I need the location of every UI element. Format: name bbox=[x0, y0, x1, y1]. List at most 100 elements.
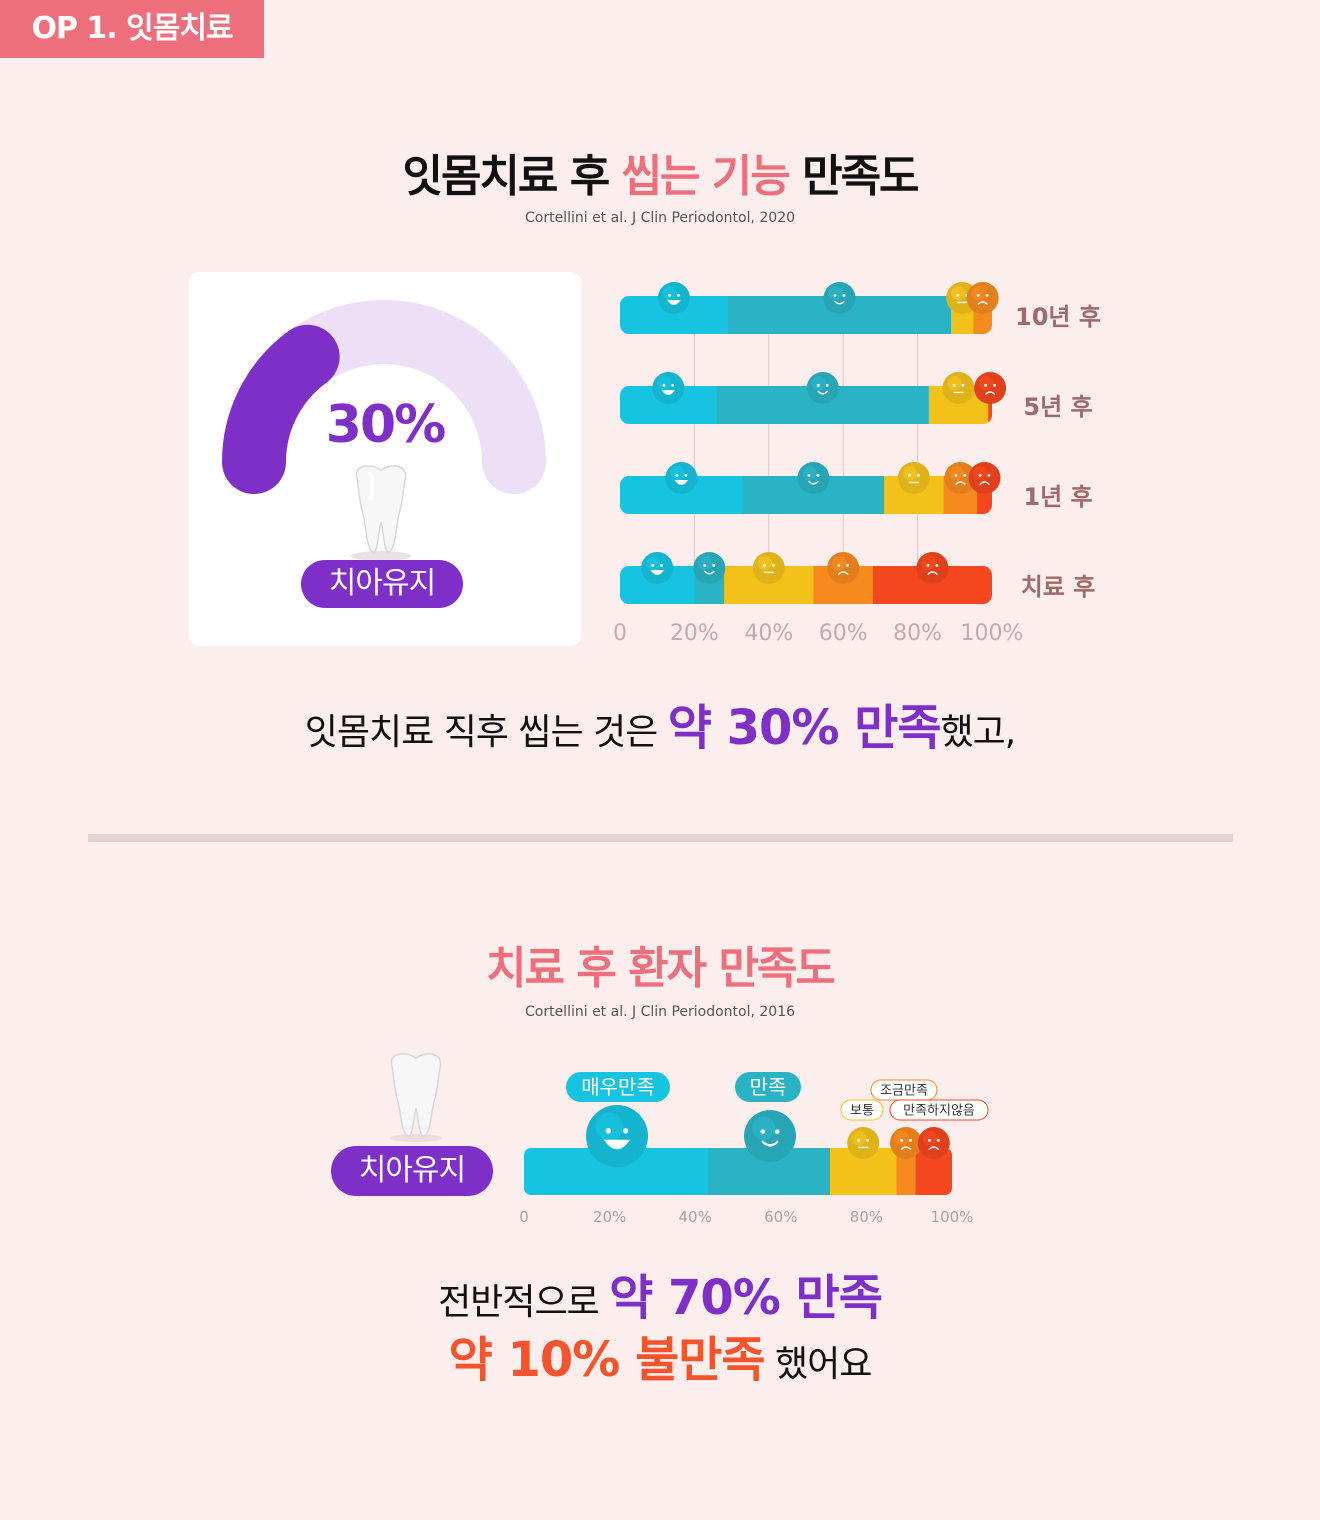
face-icon-neutral-eye-left bbox=[908, 473, 911, 477]
face-icon-slightly_dissatisfied-mouth bbox=[900, 1146, 912, 1150]
x-tick-label: 40% bbox=[744, 621, 793, 646]
bar-segment-dissatisfied bbox=[988, 386, 992, 424]
face-icon-dissatisfied bbox=[917, 1127, 950, 1159]
face-icon-neutral-shine bbox=[851, 1131, 867, 1146]
face-icon-satisfied-eye-right bbox=[774, 1129, 780, 1134]
section1-title-post: 만족도 bbox=[788, 151, 919, 202]
section2-summary-line2: 약 10% 불만족 했어요 bbox=[0, 1320, 1320, 1390]
legend-label-satisfied: 만족 bbox=[750, 1075, 787, 1099]
face-icon-neutral-eye-left bbox=[762, 563, 766, 567]
face-icon-very_satisfied-eye-right bbox=[684, 473, 688, 477]
section-tag: OP 1. 잇몸치료 bbox=[0, 0, 264, 58]
legend-label-dissatisfied: 만족하지않음 bbox=[903, 1104, 975, 1119]
face-icon-slightly_dissatisfied-shine bbox=[971, 286, 986, 301]
section1-summary-post: 했고, bbox=[940, 712, 1017, 753]
legend-label-bg-satisfied bbox=[735, 1072, 801, 1102]
face-icon-very_satisfied-shine bbox=[657, 376, 672, 391]
section1-title-highlight: 씹는 기능 bbox=[621, 151, 791, 202]
face-icon-very_satisfied-eye-right bbox=[671, 383, 675, 387]
section2-summary-line1: 전반적으로 약 70% 만족 bbox=[0, 1258, 1320, 1328]
section1-summary-pre: 잇몸치료 직후 씹는 것은 bbox=[304, 712, 668, 753]
face-icon-slightly_dissatisfied-mouth bbox=[977, 301, 988, 305]
face-icon-dissatisfied bbox=[968, 462, 1001, 494]
tooth-icon bbox=[351, 465, 411, 561]
x-tick-label: 60% bbox=[819, 621, 868, 646]
face-icon-satisfied-shine bbox=[698, 556, 713, 571]
face-icon-satisfied-eye-left bbox=[807, 473, 811, 477]
face-icon-satisfied-eye-left bbox=[816, 383, 820, 387]
face-icon-slightly_dissatisfied-eye-left bbox=[976, 293, 980, 297]
face-icon-slightly_dissatisfied-eye-left bbox=[837, 563, 841, 567]
face-icon-satisfied-eye-left bbox=[833, 293, 837, 297]
section-divider bbox=[88, 834, 1233, 842]
face-icon-neutral-shine bbox=[757, 556, 772, 571]
x-tick-label: 80% bbox=[893, 621, 942, 646]
face-icon-dissatisfied-mouth bbox=[928, 1146, 939, 1150]
face-icon-neutral-eye-right bbox=[916, 473, 920, 477]
face-icon-neutral-shine bbox=[951, 286, 966, 301]
face-icon-satisfied-mouth bbox=[761, 1140, 779, 1147]
section1-title-pre: 잇몸치료 후 bbox=[402, 151, 622, 202]
face-icon-neutral bbox=[897, 462, 930, 494]
face-icon-very_satisfied bbox=[652, 372, 685, 404]
face-icon-very_satisfied-eye-left bbox=[651, 563, 655, 567]
face-icon-dissatisfied-mouth bbox=[979, 481, 990, 485]
face-icon-dissatisfied-eye-left bbox=[978, 473, 982, 477]
face-icon-very_satisfied-mouth bbox=[667, 299, 681, 305]
face-icon-satisfied-shine bbox=[802, 466, 817, 481]
face-icon-slightly_dissatisfied bbox=[944, 462, 977, 494]
face-icon-slightly_dissatisfied-shine bbox=[894, 1131, 910, 1146]
face-icon-very_satisfied-eye-right bbox=[676, 293, 680, 297]
face-icon-dissatisfied-mouth bbox=[927, 571, 938, 575]
gauge-value: 30% bbox=[325, 395, 446, 455]
face-icon-neutral-shine bbox=[902, 466, 918, 481]
face-icon-neutral bbox=[752, 552, 785, 584]
x-tick-label: 60% bbox=[764, 1208, 797, 1226]
face-icon-very_satisfied-shine bbox=[595, 1112, 624, 1141]
row-label: 치료 후 bbox=[1021, 573, 1096, 601]
face-icon-very_satisfied bbox=[641, 552, 674, 584]
face-icon-neutral-eye-left bbox=[956, 293, 960, 297]
bar-segment-slightly_dissatisfied bbox=[896, 1148, 917, 1195]
face-icon-neutral-eye-right bbox=[961, 383, 965, 387]
section2-summary-line2-post: 했어요 bbox=[764, 1344, 872, 1385]
face-icon-slightly_dissatisfied bbox=[889, 1127, 922, 1159]
gauge-label: 치아유지 bbox=[301, 560, 463, 608]
section2-title: 치료 후 환자 만족도 bbox=[486, 943, 836, 994]
face-icon-satisfied-eye-left bbox=[703, 563, 707, 567]
legend-label-neutral: 보통 bbox=[850, 1104, 874, 1119]
legend-label-bg-neutral bbox=[840, 1099, 884, 1121]
legend-label-slightly_dissatisfied: 조금만족 bbox=[880, 1084, 928, 1099]
section1-citation: Cortellini et al. J Clin Periodontol, 20… bbox=[524, 210, 796, 226]
face-icon-dissatisfied-eye-left bbox=[927, 1138, 931, 1142]
face-icon-dissatisfied-shine bbox=[921, 556, 936, 571]
face-icon-satisfied-shine bbox=[828, 286, 843, 301]
face-icon-satisfied-eye-left bbox=[760, 1129, 766, 1134]
face-icon-slightly_dissatisfied-shine bbox=[832, 556, 847, 571]
face-icon-neutral bbox=[942, 372, 975, 404]
face-icon-dissatisfied-eye-right bbox=[936, 1138, 940, 1142]
face-icon-satisfied-mouth bbox=[704, 570, 715, 575]
face-icon-slightly_dissatisfied-eye-right bbox=[909, 1138, 912, 1142]
face-icon-slightly_dissatisfied-eye-left bbox=[900, 1138, 903, 1142]
face-icon-satisfied-shine bbox=[811, 376, 826, 391]
face-icon-very_satisfied-eye-left bbox=[605, 1128, 612, 1134]
x-tick-label: 100% bbox=[931, 1208, 974, 1226]
face-icon-very_satisfied-eye-right bbox=[622, 1128, 629, 1134]
face-icon-dissatisfied-shine bbox=[922, 1131, 938, 1146]
face-icon-slightly_dissatisfied-eye-right bbox=[985, 293, 989, 297]
face-icon-dissatisfied-mouth bbox=[984, 391, 996, 395]
face-icon-very_satisfied-shine bbox=[670, 466, 685, 481]
face-icon-very_satisfied-eye-left bbox=[668, 293, 671, 297]
legend-label-bg-very_satisfied bbox=[566, 1072, 670, 1102]
face-icon-satisfied-eye-right bbox=[712, 563, 716, 567]
face-icon-very_satisfied bbox=[665, 462, 698, 494]
face-icon-very_satisfied bbox=[657, 282, 690, 314]
face-icon-satisfied-shine bbox=[751, 1116, 776, 1140]
face-icon-neutral bbox=[847, 1127, 880, 1159]
face-icon-very_satisfied-mouth bbox=[603, 1139, 631, 1150]
face-icon-very_satisfied-shine bbox=[662, 286, 678, 301]
face-icon-dissatisfied-shine bbox=[973, 466, 988, 481]
tooth-icon-2 bbox=[390, 1053, 442, 1142]
section2-summary-line1-highlight: 약 70% 만족 bbox=[609, 1270, 883, 1326]
